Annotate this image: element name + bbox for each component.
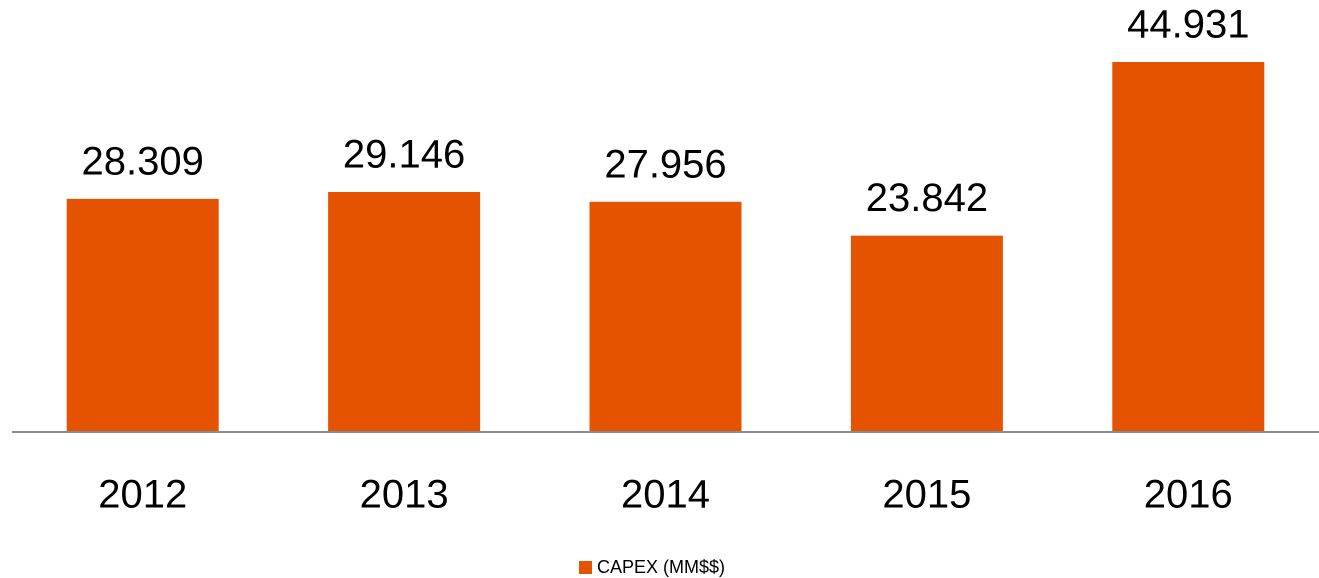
data-label: 27.956	[604, 142, 726, 186]
bar	[66, 198, 219, 432]
bar	[328, 191, 481, 432]
x-tick-label: 2014	[621, 473, 710, 517]
bar	[589, 201, 742, 432]
legend-label: CAPEX (MM$$)	[597, 557, 725, 577]
data-label: 44.931	[1127, 3, 1249, 47]
data-label: 23.842	[866, 176, 988, 220]
x-tick-label: 2012	[98, 473, 187, 517]
x-tick-label: 2016	[1144, 473, 1233, 517]
x-tick-label: 2015	[882, 473, 971, 517]
bar	[850, 235, 1003, 432]
bar	[1112, 62, 1265, 432]
data-label: 29.146	[343, 133, 465, 177]
legend-swatch	[579, 561, 592, 574]
x-tick-label: 2013	[360, 473, 449, 517]
data-label: 28.309	[82, 139, 204, 183]
